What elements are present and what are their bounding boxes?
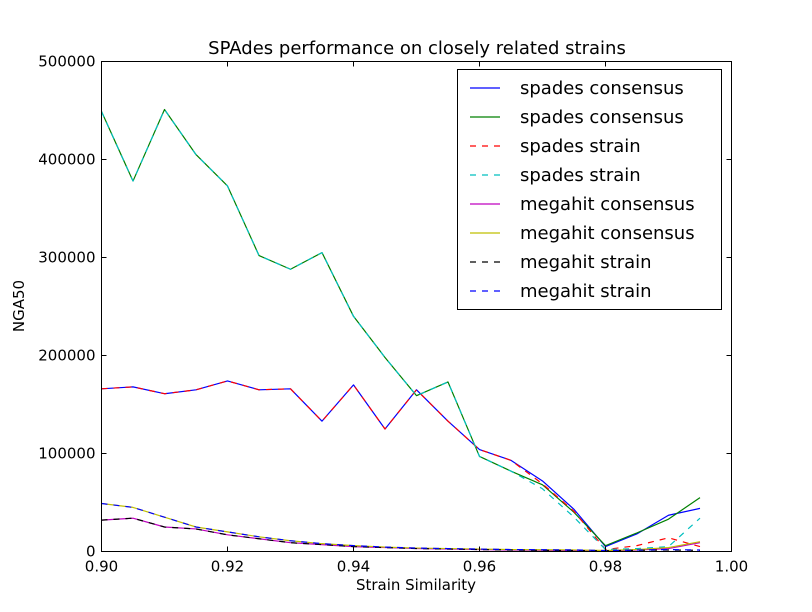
- chart-title: SPAdes performance on closely related st…: [208, 38, 626, 59]
- legend-label: spades consensus: [520, 78, 684, 99]
- legend-label: spades strain: [520, 136, 641, 157]
- legend-label: megahit strain: [520, 252, 652, 273]
- legend-label: megahit strain: [520, 281, 652, 302]
- x-axis: 0.90 0.92 0.94 0.96 0.98 1.00: [85, 61, 748, 576]
- series-line-3: [101, 380, 701, 551]
- x-tick-label: 0.92: [211, 558, 244, 576]
- y-axis-title: NGA50: [10, 280, 28, 332]
- legend-label: megahit consensus: [520, 194, 695, 215]
- x-axis-title: Strain Similarity: [356, 576, 476, 594]
- series-line-4: [101, 108, 701, 551]
- x-tick-label: 0.94: [337, 558, 370, 576]
- x-tick-label: 0.96: [463, 558, 496, 576]
- x-tick-label: 0.98: [589, 558, 622, 576]
- plot-frame: [101, 61, 732, 552]
- series-layer: [101, 108, 701, 552]
- x-tick-label: 1.00: [715, 558, 748, 576]
- legend: spades consensus spades consensus spades s…: [457, 69, 722, 310]
- legend-box: [457, 69, 722, 310]
- y-tick-label: 500000: [38, 53, 95, 71]
- y-tick-label: 200000: [38, 347, 95, 365]
- legend-label: spades consensus: [520, 107, 684, 128]
- x-tick-label: 0.90: [85, 558, 118, 576]
- legend-label: megahit consensus: [520, 223, 695, 244]
- legend-label: spades strain: [520, 165, 641, 186]
- y-tick-label: 400000: [38, 151, 95, 169]
- y-axis: 0 100000 200000 300000 400000 500000: [38, 53, 732, 561]
- y-tick-label: 0: [86, 543, 96, 561]
- y-tick-label: 100000: [38, 445, 95, 463]
- series-line-8: [101, 502, 701, 552]
- y-tick-label: 300000: [38, 249, 95, 267]
